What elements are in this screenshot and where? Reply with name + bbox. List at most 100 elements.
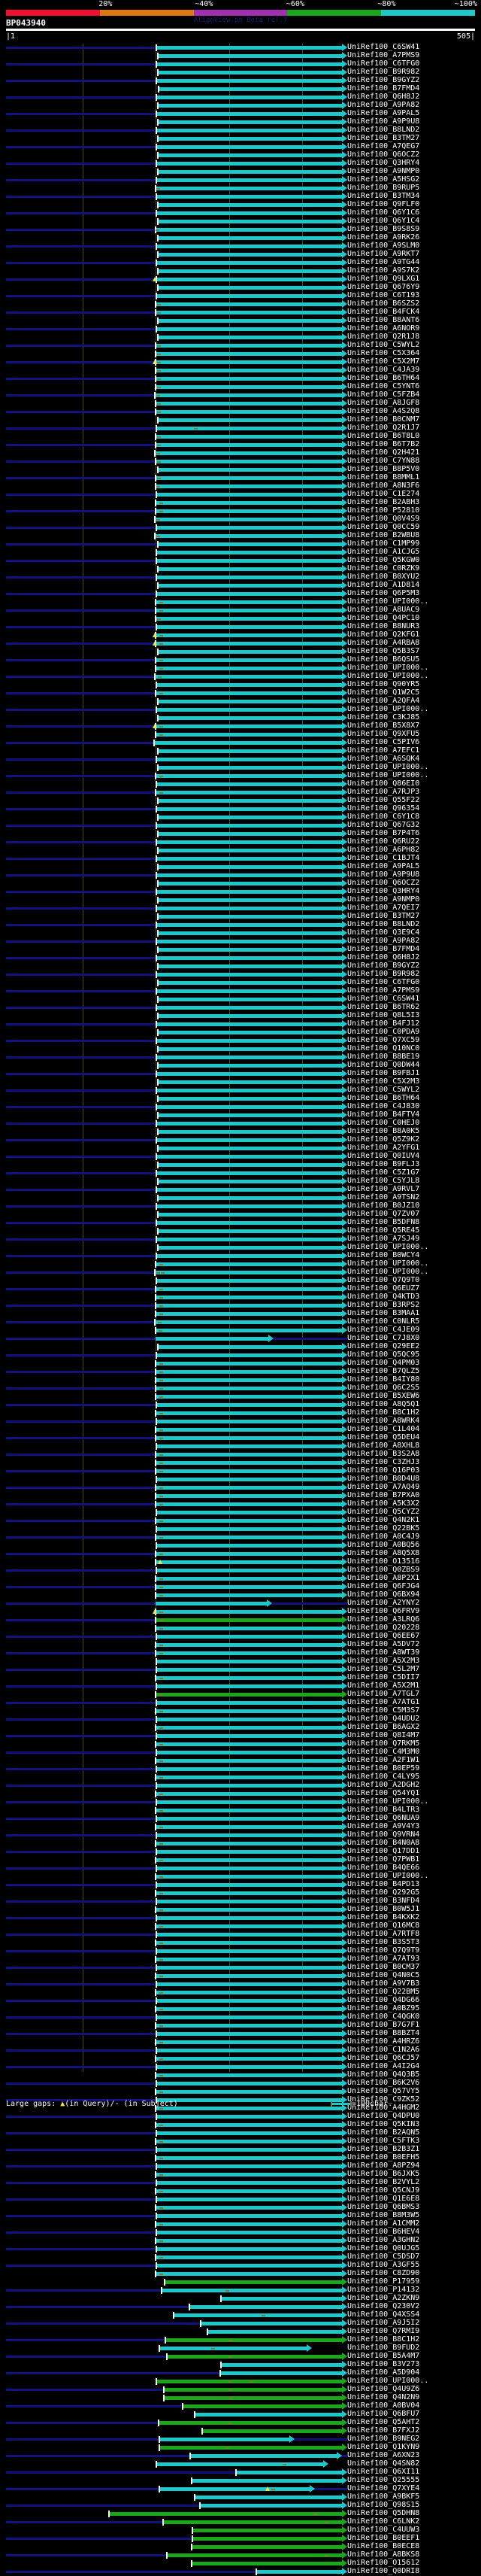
- alignment-hit-row[interactable]: UniRef100_Q292G5: [0, 1888, 481, 1897]
- hit-id-label[interactable]: UniRef100_A7TGL7: [347, 1690, 420, 1698]
- hsp-bar[interactable]: [156, 2115, 342, 2119]
- alignment-hit-row[interactable]: UniRef100_B4PD13: [0, 1880, 481, 1889]
- alignment-hit-row[interactable]: UniRef100_A6PH82: [0, 846, 481, 855]
- hit-id-label[interactable]: UniRef100_A8WT39: [347, 1648, 420, 1657]
- alignment-hit-row[interactable]: UniRef100_C7J8X0: [0, 1334, 481, 1343]
- hsp-bar[interactable]: [155, 1809, 342, 1812]
- hit-id-label[interactable]: UniRef100_C7J8X0: [347, 1334, 420, 1342]
- alignment-hit-row[interactable]: UniRef100_C1BJT4: [0, 854, 481, 863]
- alignment-hit-row[interactable]: UniRef100_Q86EI0: [0, 779, 481, 788]
- hsp-bar[interactable]: [194, 2496, 342, 2499]
- hit-id-label[interactable]: UniRef100_Q16P03: [347, 1466, 420, 1475]
- alignment-hit-row[interactable]: UniRef100_Q4DG66: [0, 1996, 481, 2005]
- alignment-hit-row[interactable]: UniRef100_A9RK26: [0, 233, 481, 242]
- hsp-bar[interactable]: [156, 873, 342, 877]
- hsp-bar[interactable]: [157, 1064, 342, 1068]
- alignment-hit-row[interactable]: UniRef100_A5DV72: [0, 1640, 481, 1649]
- hsp-bar[interactable]: [155, 1958, 342, 1961]
- alignment-hit-row[interactable]: UniRef100_Q4DPU0: [0, 2112, 481, 2121]
- hit-id-label[interactable]: UniRef100_C4M3M0: [347, 1748, 420, 1756]
- hit-id-label[interactable]: UniRef100_C5X2M3: [347, 1077, 420, 1086]
- hsp-bar[interactable]: [155, 1312, 342, 1316]
- hsp-bar[interactable]: [155, 600, 342, 604]
- hit-id-label[interactable]: UniRef100_B0WCY4: [347, 1251, 420, 1259]
- hsp-bar[interactable]: [155, 2222, 342, 2226]
- hsp-bar[interactable]: [156, 2131, 342, 2135]
- hsp-bar[interactable]: [156, 1966, 342, 1970]
- hit-id-label[interactable]: UniRef100_Q2KFG1: [347, 630, 420, 639]
- hit-id-label[interactable]: UniRef100_B7QLZ5: [347, 1367, 420, 1375]
- hsp-bar[interactable]: [155, 352, 342, 356]
- alignment-hit-row[interactable]: UniRef100_Q7XC59: [0, 1036, 481, 1045]
- alignment-hit-row[interactable]: UniRef100_C5PIV6: [0, 738, 481, 747]
- hit-id-label[interactable]: UniRef100_B0JZ10: [347, 1201, 420, 1210]
- hsp-bar[interactable]: [157, 650, 342, 654]
- hit-id-label[interactable]: UniRef100_A8WRK4: [347, 1417, 420, 1425]
- hit-id-label[interactable]: UniRef100_C5YJL8: [347, 1177, 420, 1185]
- hit-id-label[interactable]: UniRef100_A2F1W1: [347, 1756, 420, 1764]
- hsp-bar[interactable]: [157, 1345, 342, 1349]
- hit-id-label[interactable]: UniRef100_C6TFG0: [347, 978, 420, 986]
- alignment-hit-row[interactable]: UniRef100_A8Q5X8: [0, 1549, 481, 1558]
- hsp-bar[interactable]: [155, 724, 342, 728]
- hit-id-label[interactable]: UniRef100_Q6FJG4: [347, 1582, 420, 1590]
- alignment-hit-row[interactable]: UniRef100_B5X8X7: [0, 721, 481, 731]
- hit-id-label[interactable]: UniRef100_A6NOR9: [347, 324, 420, 333]
- alignment-hit-row[interactable]: UniRef100_Q676Y9: [0, 283, 481, 292]
- hit-id-label[interactable]: UniRef100_B6K2V6: [347, 2079, 420, 2087]
- hsp-bar[interactable]: [156, 1478, 342, 1481]
- hsp-bar[interactable]: [155, 1436, 342, 1440]
- alignment-hit-row[interactable]: UniRef100_B6SZS2: [0, 299, 481, 308]
- hit-id-label[interactable]: UniRef100_C6T193: [347, 291, 420, 299]
- alignment-hit-row[interactable]: UniRef100_Q22BK5: [0, 1524, 481, 1533]
- alignment-hit-row[interactable]: UniRef100_B3TM34: [0, 192, 481, 201]
- hit-id-label[interactable]: UniRef100_A4S2Q8: [347, 407, 420, 415]
- hit-id-label[interactable]: UniRef100_B6TR62: [347, 1003, 420, 1011]
- hsp-bar[interactable]: [155, 1924, 342, 1928]
- hsp-bar[interactable]: [157, 269, 342, 273]
- hsp-bar[interactable]: [157, 1047, 342, 1051]
- hsp-bar[interactable]: [157, 336, 342, 339]
- alignment-hit-row[interactable]: UniRef100_A5X2M1: [0, 1681, 481, 1690]
- hit-id-label[interactable]: UniRef100_Q86EI0: [347, 779, 420, 788]
- hsp-bar[interactable]: [156, 1511, 342, 1514]
- hit-id-label[interactable]: UniRef100_Q5QC95: [347, 1350, 420, 1359]
- hit-id-label[interactable]: UniRef100_A8XHL8: [347, 1441, 420, 1450]
- hit-id-label[interactable]: UniRef100_C1E274: [347, 490, 420, 498]
- hsp-bar[interactable]: [165, 2338, 342, 2342]
- hsp-bar[interactable]: [155, 2206, 342, 2210]
- hit-id-label[interactable]: UniRef100_Q4DPU0: [347, 2112, 420, 2120]
- hit-id-label[interactable]: UniRef100_C5X2M7: [347, 357, 420, 366]
- alignment-hit-row[interactable]: UniRef100_A8WRK4: [0, 1417, 481, 1426]
- alignment-hit-row[interactable]: UniRef100_A2F1W1: [0, 1756, 481, 1765]
- alignment-hit-row[interactable]: UniRef100_Q16P03: [0, 1466, 481, 1475]
- hsp-bar[interactable]: [155, 1552, 342, 1556]
- alignment-hit-row[interactable]: UniRef100_C9ZK52: [0, 2095, 481, 2104]
- hsp-bar[interactable]: [155, 1262, 342, 1266]
- hsp-bar[interactable]: [159, 2347, 307, 2350]
- hit-id-label[interactable]: UniRef100_Q7PWB1: [347, 1855, 420, 1864]
- alignment-hit-row[interactable]: UniRef100_Q6H8J2: [0, 953, 481, 962]
- hit-id-label[interactable]: UniRef100_Q20228: [347, 1624, 420, 1632]
- alignment-hit-row[interactable]: UniRef100_Q4PC10: [0, 614, 481, 623]
- hit-id-label[interactable]: UniRef100_C4J830: [347, 1102, 420, 1110]
- hsp-bar[interactable]: [192, 2529, 342, 2532]
- hit-id-label[interactable]: UniRef100_B3S2A8: [347, 1450, 420, 1458]
- hit-id-label[interactable]: UniRef100_A3LRQ6: [347, 1615, 420, 1624]
- hit-id-label[interactable]: UniRef100_B3TM34: [347, 192, 420, 200]
- alignment-hit-row[interactable]: UniRef100_B0WCY4: [0, 1251, 481, 1260]
- hsp-bar[interactable]: [156, 1353, 342, 1357]
- hit-id-label[interactable]: UniRef100_A4HRZ6: [347, 2037, 420, 2046]
- hsp-bar[interactable]: [154, 393, 342, 397]
- alignment-hit-row[interactable]: UniRef100_A9P9U8: [0, 117, 481, 126]
- hit-id-label[interactable]: UniRef100_C5X364: [347, 349, 420, 357]
- alignment-hit-row[interactable]: UniRef100_B7PXA0: [0, 1491, 481, 1500]
- hsp-bar[interactable]: [156, 96, 342, 99]
- hit-id-label[interactable]: UniRef100_B9GYZ2: [347, 961, 420, 970]
- alignment-hit-row[interactable]: UniRef100_B9FBJ1: [0, 1069, 481, 1078]
- hsp-bar[interactable]: [156, 1718, 342, 1721]
- hit-id-label[interactable]: UniRef100_Q1W2C5: [347, 688, 420, 697]
- hsp-bar[interactable]: [155, 377, 342, 381]
- hit-id-label[interactable]: UniRef100_B7FMD4: [347, 945, 420, 953]
- hsp-bar[interactable]: [199, 2504, 342, 2508]
